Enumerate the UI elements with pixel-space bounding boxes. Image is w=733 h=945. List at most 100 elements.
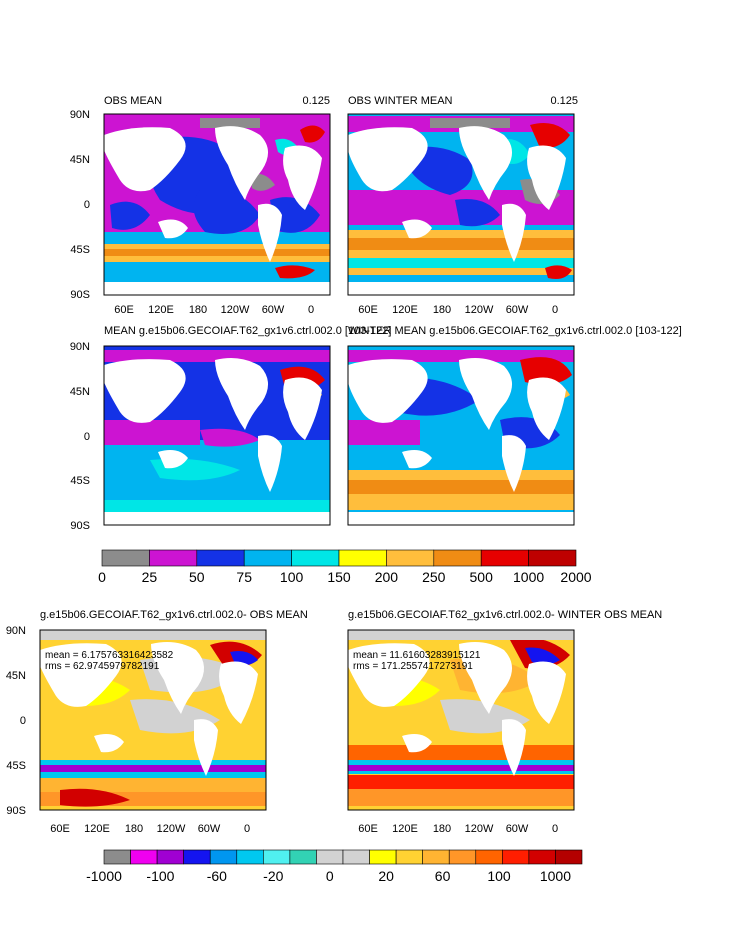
lon-labels-1: 60E 120E 180 120W 60W 0 [114,304,314,316]
lon-label: 180 [433,823,451,835]
panel-title-left: WINTER MEAN g.e15b06.GECOIAF.T62_gx1v6.c… [348,325,682,337]
lat-label: 90N [6,625,26,637]
rms-stat: rms = 171.2557417273191 [353,661,473,672]
lat-label: 0 [84,199,90,211]
lat-label: 45N [6,670,26,682]
colorbar-label: 0 [326,868,334,884]
colorbar-label: 1000 [540,868,571,884]
lon-label: 0 [552,304,558,316]
lon-label: 60W [262,304,285,316]
lat-label: 90N [70,109,90,121]
map-frame [347,629,575,811]
map-frame [103,345,331,526]
lon-labels-6: 60E 120E 180 120W 60W 0 [358,823,558,835]
colorbar-label: 2000 [560,569,591,585]
land-mask-5 [40,642,258,776]
colorbar-label: -20 [263,868,283,884]
lon-label: 120E [84,823,110,835]
lon-label: 60W [506,823,529,835]
map-frame [103,113,331,296]
colorbar-swatch [369,849,397,865]
colorbar-label: 50 [189,569,205,585]
colorbar-swatch [103,849,131,865]
map-frame [347,113,575,296]
colorbar-swatch [101,549,150,567]
lon-label: 120W [221,304,250,316]
colorbar-swatch [236,849,264,865]
lon-label: 0 [552,823,558,835]
colorbar-swatch [316,849,344,865]
map-frame [347,345,575,526]
lon-label: 180 [433,304,451,316]
map-field-diff-winter-mean [348,630,574,810]
lat-labels-1: 90N 45N 0 45S 90S [70,109,90,301]
colorbar-label: 100 [487,868,511,884]
lon-labels-2: 60E 120E 180 120W 60W 0 [358,304,558,316]
colorbar-swatch [433,549,482,567]
colorbar-swatch [291,549,340,567]
lon-label: 120W [465,823,494,835]
panel-model-winter-mean: WINTER MEAN g.e15b06.GECOIAF.T62_gx1v6.c… [347,325,682,526]
lat-label: 45S [70,475,90,487]
colorbar-swatch [183,849,211,865]
colorbar-swatch [289,849,317,865]
colorbar-swatch [386,549,435,567]
colorbar-swatch [395,849,423,865]
land-mask-6 [348,642,566,776]
colorbar-swatch [342,849,370,865]
colorbar-label: 100 [280,569,304,585]
land-mask-3 [104,358,330,525]
lon-label: 60E [358,304,378,316]
panel-title-left: OBS MEAN [104,95,162,107]
colorbar-swatch [209,849,238,865]
lon-label: 60W [198,823,221,835]
colorbar-top: 0 25 50 75 100 150 200 250 500 1000 2000 [98,549,592,585]
lat-label: 45S [6,760,26,772]
panel-title-right: 0.125 [302,95,330,107]
panel-diff-winter-obs-mean: g.e15b06.GECOIAF.T62_gx1v6.ctrl.002.0- W… [347,609,662,835]
land-mask-2 [348,126,574,295]
land-mask-4 [348,358,574,525]
colorbar-swatch [156,849,184,865]
panel-title-right: 0.125 [550,95,578,107]
panel-obs-winter-mean: OBS WINTER MEAN 0.125 60E 120E 180 120W … [347,95,578,316]
mean-stat: mean = 11.6160328391512​1 [353,650,481,661]
lon-label: 60W [506,304,529,316]
lon-label: 120W [157,823,186,835]
colorbar-swatch [555,849,583,865]
lon-label: 120E [148,304,174,316]
lon-labels-5: 60E 120E 180 120W 60W 0 [50,823,250,835]
lon-label: 120E [392,823,418,835]
colorbar-label: 500 [470,569,494,585]
lon-label: 0 [244,823,250,835]
lon-label: 180 [125,823,143,835]
colorbar-swatch [502,849,530,865]
colorbar-label: -100 [146,868,174,884]
colorbar-label: 1000 [513,569,544,585]
lat-label: 90S [6,805,26,817]
colorbar-label: 60 [435,868,451,884]
colorbar-label: 150 [327,569,351,585]
colorbar-swatch [528,849,556,865]
colorbar-swatch [149,549,198,567]
colorbar-swatch [338,549,387,567]
land-mask-1 [104,126,330,295]
colorbar-swatch [528,549,577,567]
panel-title-left: OBS WINTER MEAN [348,95,453,107]
panel-model-mean: MEAN g.e15b06.GECOIAF.T62_gx1v6.ctrl.002… [70,325,392,532]
lon-label: 120W [465,304,494,316]
colorbar-label: 250 [422,569,446,585]
panel-diff-obs-mean: g.e15b06.GECOIAF.T62_gx1v6.ctrl.002.0- O… [6,609,308,835]
colorbar-label: -1000 [86,868,122,884]
lat-label: 90S [70,520,90,532]
lon-label: 180 [189,304,207,316]
lon-label: 0 [308,304,314,316]
panel-obs-mean: OBS MEAN 0.125 90N 45N 0 45S 90S 60E 120… [70,95,331,316]
rms-stat: rms = 62.9745979782191 [45,661,160,672]
lon-label: 60E [358,823,378,835]
colorbar-label: 20 [378,868,394,884]
colorbar-label: -60 [207,868,227,884]
mean-stat: mean = 6.17576331642358​2 [45,650,174,661]
colorbar-swatch [422,849,450,865]
colorbar-label: 75 [236,569,252,585]
